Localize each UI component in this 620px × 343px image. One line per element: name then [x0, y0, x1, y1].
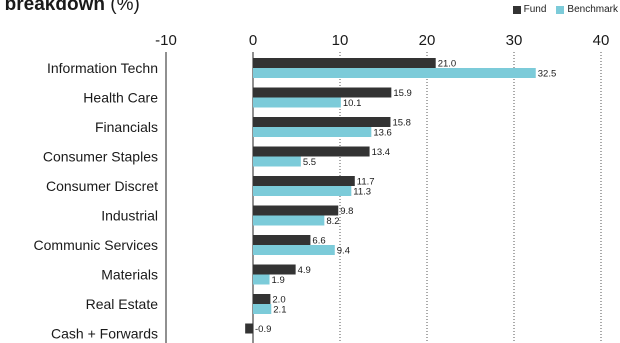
- chart-title: r breakdown (%): [0, 0, 140, 16]
- data-label: 10.1: [343, 98, 362, 109]
- x-tick-label: 30: [506, 32, 523, 49]
- bar-fund: [253, 58, 436, 68]
- bar-fund: [253, 235, 311, 245]
- data-label: 13.4: [372, 147, 391, 158]
- bar-benchmark: [253, 245, 335, 255]
- chart-title-text: r breakdown: [0, 0, 105, 15]
- x-tick-label: 40: [593, 32, 610, 49]
- category-label: Health Care: [83, 90, 158, 106]
- legend-item-fund: Fund: [512, 4, 547, 15]
- category-label: Information Techn: [47, 60, 158, 76]
- bar-benchmark: [253, 68, 536, 78]
- data-label: 6.6: [312, 236, 325, 247]
- legend-label-fund: Fund: [523, 4, 547, 15]
- data-label: 1.9: [272, 275, 285, 286]
- data-label: -0.9: [255, 324, 271, 335]
- x-tick-label: 0: [249, 32, 257, 49]
- bar-fund: [253, 205, 339, 216]
- chart-title-suffix: (%): [110, 0, 140, 15]
- bar-fund: [253, 87, 392, 98]
- category-label: Consumer Staples: [43, 149, 158, 165]
- x-tick-label: 20: [419, 32, 436, 49]
- bar-benchmark: [253, 156, 301, 167]
- category-label: Real Estate: [86, 296, 159, 312]
- data-label: 9.8: [340, 206, 353, 217]
- bar-benchmark: [253, 274, 270, 285]
- data-label: 21.0: [438, 59, 457, 70]
- bar-benchmark: [253, 304, 272, 314]
- category-label: Consumer Discret: [46, 178, 158, 194]
- data-label: 9.4: [337, 246, 350, 257]
- bar-fund: [253, 264, 296, 275]
- category-label: Financials: [95, 119, 158, 135]
- legend-label-benchmark: Benchmark: [567, 4, 618, 15]
- x-tick-label: 10: [332, 32, 349, 49]
- bar-fund: [245, 323, 253, 334]
- data-label: 2.1: [273, 305, 286, 316]
- data-label: 15.9: [393, 88, 412, 99]
- bar-benchmark: [253, 215, 325, 226]
- bar-benchmark: [253, 127, 372, 137]
- bar-fund: [253, 117, 391, 127]
- data-label: 5.5: [303, 157, 316, 168]
- category-label: Industrial: [101, 208, 158, 224]
- data-label: 8.2: [326, 216, 339, 227]
- data-label: 15.8: [392, 118, 411, 129]
- bar-benchmark: [253, 97, 341, 108]
- bar-fund: [253, 294, 271, 304]
- chart-legend: Fund Benchmark: [512, 4, 618, 15]
- bar-fund: [253, 146, 370, 157]
- bar-fund: [253, 176, 355, 186]
- data-label: 13.6: [373, 128, 392, 139]
- legend-swatch-benchmark: [556, 5, 565, 14]
- data-label: 11.3: [353, 187, 371, 198]
- data-label: 32.5: [538, 69, 557, 80]
- x-tick-label: -10: [155, 32, 177, 49]
- data-label: 2.0: [272, 295, 285, 306]
- category-label: Materials: [101, 267, 158, 283]
- legend-item-benchmark: Benchmark: [556, 4, 618, 15]
- category-label: Communic Services: [34, 237, 158, 253]
- category-label: Cash + Forwards: [51, 326, 158, 342]
- bar-benchmark: [253, 186, 352, 196]
- legend-swatch-fund: [512, 5, 521, 14]
- data-label: 11.7: [357, 177, 375, 188]
- data-label: 4.9: [298, 265, 311, 276]
